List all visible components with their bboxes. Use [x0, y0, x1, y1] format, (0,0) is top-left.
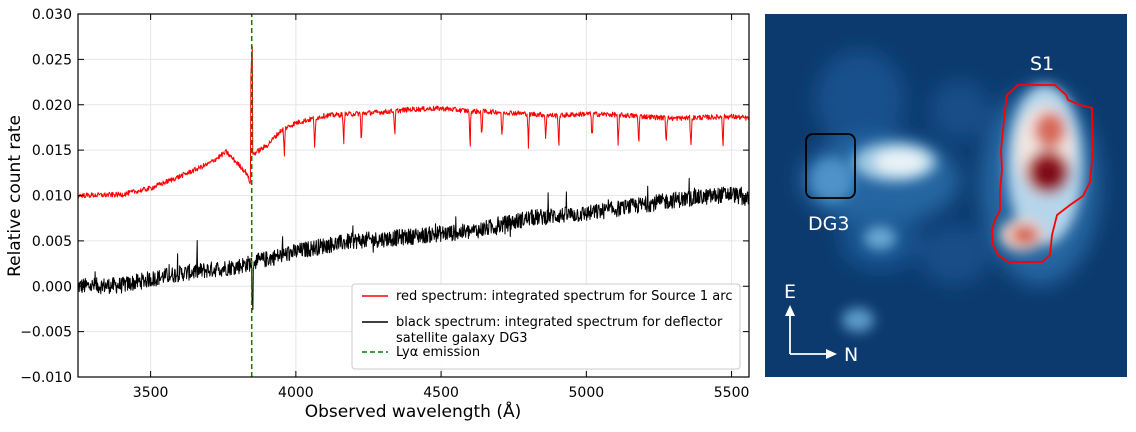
y-tick-label: −0.010: [20, 370, 72, 386]
legend-box: [351, 283, 741, 370]
dg3-box: [805, 133, 856, 199]
y-tick-label: 0.025: [32, 52, 72, 68]
x-tick-label: 5500: [714, 385, 750, 401]
compass-up-arrow-icon: [785, 305, 795, 316]
legend-label: red spectrum: integrated spectrum for So…: [396, 289, 732, 304]
faint-knots: [842, 226, 896, 332]
y-tick-label: 0.000: [32, 279, 72, 295]
x-tick-label: 3500: [133, 385, 169, 401]
series-layer: [77, 14, 750, 377]
x-axis-label: Observed wavelength (Å): [305, 400, 522, 422]
series-line-dg3: [77, 177, 750, 310]
legend-label: Lyα emission: [396, 345, 480, 360]
y-tick-label: 0.010: [32, 189, 72, 205]
dg3-label: DG3: [808, 213, 849, 235]
y-tick-label: 0.020: [32, 98, 72, 114]
series-line-source1: [77, 46, 750, 199]
x-tick-label: 4000: [278, 385, 314, 401]
image-content: S1 DG3 E N: [765, 14, 1127, 377]
spectrum-panel: 3500 4000 4500 5000 5500 −0.010 −0.005 0.000 0.0…: [5, 7, 750, 422]
legend-label: black spectrum: integrated spectrum for …: [396, 315, 723, 330]
s1-contour: [991, 84, 1094, 263]
dg3-emission: [810, 158, 854, 202]
x-tick-label: 5000: [569, 385, 605, 401]
ticks: 3500 4000 4500 5000 5500 −0.010 −0.005 0.000 0.0…: [20, 7, 749, 401]
y-tick-label: 0.015: [32, 143, 72, 159]
bright-blob: [853, 142, 937, 182]
compass-e-label: E: [784, 281, 796, 303]
legend-label: satellite galaxy DG3: [396, 331, 528, 346]
s1-label: S1: [1030, 53, 1054, 75]
s1-emission: [1000, 85, 1083, 251]
y-axis-label: Relative count rate: [5, 115, 25, 277]
x-tick-label: 4500: [423, 385, 459, 401]
image-panel: S1 DG3 E N: [765, 14, 1127, 377]
y-tick-label: 0.030: [32, 7, 72, 23]
compass-n-label: N: [844, 344, 858, 366]
compass-right-arrow-icon: [826, 349, 837, 359]
y-tick-label: −0.005: [20, 325, 72, 341]
compass: E N: [784, 281, 858, 366]
y-tick-label: 0.005: [32, 234, 72, 250]
legend: red spectrum: integrated spectrum for So…: [351, 283, 741, 370]
